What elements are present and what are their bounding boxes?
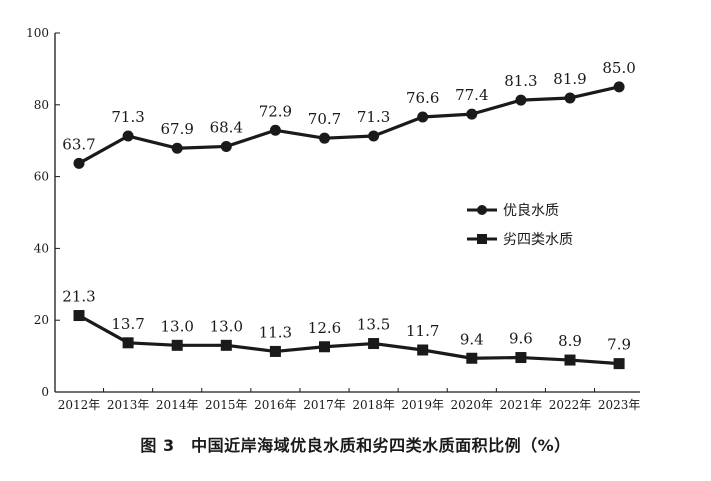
y-tick-label: 100 — [26, 26, 49, 40]
data-label: 81.3 — [504, 72, 537, 90]
x-tick-label: 2022年 — [549, 398, 592, 412]
x-tick-label: 2015年 — [205, 398, 248, 412]
line-chart: 0 20 40 60 80 100 2012年 2013年 2014年 2015年 2016年 201… — [26, 26, 641, 412]
data-label: 9.6 — [509, 330, 533, 348]
x-tick-label: 2018年 — [352, 398, 395, 412]
data-point — [319, 341, 330, 353]
legend-marker — [477, 234, 487, 244]
legend-label: 劣四类水质 — [503, 232, 573, 248]
data-label: 11.3 — [259, 323, 292, 341]
data-label: 13.0 — [160, 317, 193, 335]
data-point — [368, 130, 380, 142]
data-point — [466, 108, 478, 120]
series-line — [78, 85, 620, 165]
data-point — [220, 140, 232, 152]
x-tick-label: 2021年 — [500, 398, 543, 412]
x-tick-label: 2017年 — [303, 398, 346, 412]
data-point — [73, 310, 85, 322]
data-label: 77.4 — [455, 86, 488, 104]
data-label: 70.7 — [308, 110, 341, 128]
data-label: 13.0 — [210, 317, 243, 335]
data-point — [319, 132, 330, 144]
data-label: 71.3 — [111, 108, 144, 126]
data-label: 21.3 — [62, 288, 95, 306]
data-label: 68.4 — [210, 118, 243, 136]
y-tick-label: 0 — [41, 385, 49, 399]
data-point — [564, 354, 576, 366]
data-label: 13.7 — [111, 315, 144, 333]
figure-caption: 图 3 中国近岸海域优良水质和劣四类水质面积比例（%） — [140, 436, 571, 455]
data-point — [171, 142, 183, 154]
y-tick-label: 80 — [34, 98, 49, 112]
data-point — [515, 352, 527, 364]
data-point — [466, 352, 478, 364]
data-point — [220, 339, 232, 351]
x-tick-label: 2014年 — [156, 398, 199, 412]
y-tick-label: 60 — [34, 170, 49, 184]
data-label: 67.9 — [160, 120, 193, 138]
data-point — [269, 345, 281, 357]
data-label: 81.9 — [553, 70, 586, 88]
data-label: 71.3 — [357, 108, 390, 126]
y-tick-label: 40 — [34, 241, 49, 255]
series-line — [78, 314, 620, 366]
legend-label: 优良水质 — [503, 203, 559, 219]
data-point — [368, 338, 380, 350]
x-tick-label: 2019年 — [401, 398, 444, 412]
y-tick-label: 20 — [34, 313, 49, 327]
data-point — [417, 344, 429, 356]
data-point — [269, 124, 281, 136]
data-label: 7.9 — [607, 336, 631, 354]
data-point — [417, 111, 429, 123]
data-point — [613, 81, 625, 93]
data-label: 76.6 — [406, 89, 439, 107]
data-label: 72.9 — [259, 102, 292, 120]
data-point — [122, 130, 134, 142]
data-point — [613, 358, 625, 370]
data-point — [564, 92, 576, 104]
data-point — [171, 339, 183, 351]
data-point — [515, 94, 527, 106]
x-tick-label: 2013年 — [107, 398, 150, 412]
x-tick-label: 2012年 — [58, 398, 101, 412]
data-label: 85.0 — [602, 59, 635, 77]
x-tick-label: 2023年 — [598, 398, 641, 412]
x-tick-label: 2020年 — [451, 398, 494, 412]
data-label: 11.7 — [406, 322, 439, 340]
data-point — [122, 337, 134, 349]
data-point — [73, 157, 85, 169]
data-label: 9.4 — [460, 330, 484, 348]
x-tick-label: 2016年 — [254, 398, 297, 412]
data-label: 63.7 — [62, 135, 95, 153]
data-label: 13.5 — [357, 316, 390, 334]
data-label: 8.9 — [558, 332, 582, 350]
legend-marker — [477, 205, 487, 215]
data-label: 12.6 — [308, 319, 341, 337]
